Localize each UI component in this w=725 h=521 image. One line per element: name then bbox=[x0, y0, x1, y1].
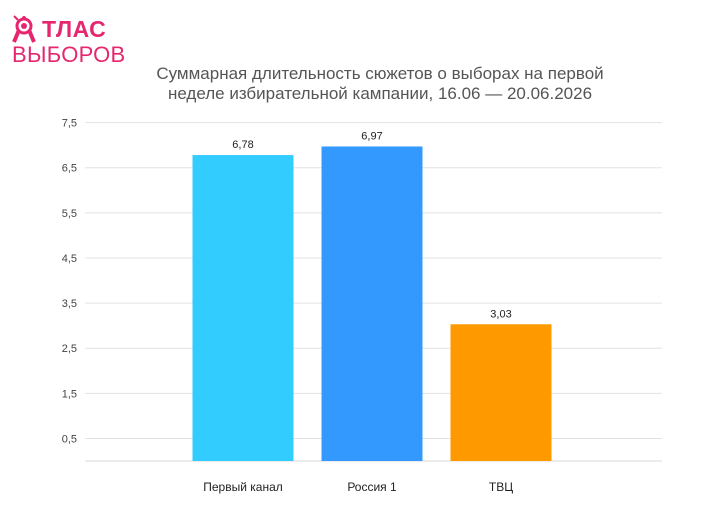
x-category-label: Россия 1 bbox=[347, 480, 397, 494]
logo-line2: ВЫБОРОВ bbox=[12, 42, 126, 67]
data-label: 3,03 bbox=[490, 308, 511, 320]
y-tick-label: 2,5 bbox=[62, 343, 77, 355]
y-tick-label: 4,5 bbox=[62, 253, 77, 265]
x-category-label: ТВЦ bbox=[489, 480, 513, 494]
data-label: 6,97 bbox=[361, 130, 382, 142]
chart-title: Суммарная длительность сюжетов о выборах… bbox=[120, 64, 640, 104]
logo: ТЛАС ВЫБОРОВ bbox=[10, 12, 125, 72]
rocket-icon bbox=[12, 15, 36, 43]
chart-title-line2: неделе избирательной кампании, 16.06 — 2… bbox=[167, 84, 593, 103]
y-tick-label: 3,5 bbox=[62, 298, 77, 310]
chart-title-line1: Суммарная длительность сюжетов о выборах… bbox=[156, 64, 604, 83]
y-tick-label: 6,5 bbox=[62, 163, 77, 175]
bar bbox=[192, 155, 294, 462]
bar bbox=[321, 146, 423, 461]
x-category-label: Первый канал bbox=[203, 480, 283, 494]
data-label: 6,78 bbox=[232, 139, 253, 151]
y-tick-label: 7,5 bbox=[62, 118, 77, 130]
bar bbox=[450, 324, 552, 461]
y-tick-label: 5,5 bbox=[62, 208, 77, 220]
y-tick-label: 0,5 bbox=[62, 433, 77, 445]
y-tick-label: 1,5 bbox=[62, 388, 77, 400]
logo-line1: ТЛАС bbox=[42, 16, 107, 42]
